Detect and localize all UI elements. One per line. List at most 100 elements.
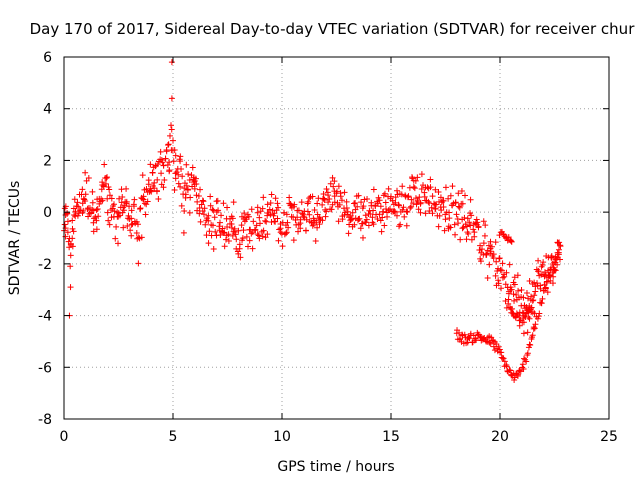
data-point bbox=[554, 239, 561, 246]
data-point bbox=[266, 206, 273, 213]
data-point bbox=[238, 222, 245, 229]
data-point bbox=[369, 219, 376, 226]
data-point bbox=[256, 235, 263, 242]
data-point bbox=[163, 147, 170, 154]
data-point bbox=[367, 211, 374, 218]
data-point bbox=[503, 304, 510, 311]
data-point bbox=[243, 233, 250, 240]
data-point bbox=[76, 207, 83, 214]
data-point bbox=[499, 274, 506, 281]
data-point bbox=[452, 231, 459, 238]
data-point bbox=[370, 186, 377, 193]
data-point bbox=[268, 219, 275, 226]
data-point bbox=[327, 206, 334, 213]
data-point bbox=[445, 195, 452, 202]
data-point bbox=[360, 203, 367, 210]
data-point bbox=[433, 201, 440, 208]
data-point bbox=[120, 224, 127, 231]
data-point bbox=[134, 221, 141, 228]
data-layer bbox=[61, 59, 564, 384]
data-point bbox=[115, 240, 122, 247]
data-point bbox=[425, 198, 432, 205]
data-point bbox=[331, 193, 338, 200]
data-point bbox=[417, 209, 424, 216]
data-point bbox=[515, 287, 522, 294]
data-point bbox=[179, 173, 186, 180]
data-point bbox=[518, 293, 525, 300]
data-point bbox=[446, 209, 453, 216]
data-point bbox=[139, 172, 146, 179]
data-point bbox=[228, 224, 235, 231]
data-point bbox=[167, 132, 174, 139]
data-point bbox=[93, 226, 100, 233]
data-point bbox=[309, 193, 316, 200]
data-point bbox=[543, 279, 550, 286]
x-tick-label: 5 bbox=[169, 429, 178, 445]
data-point bbox=[177, 183, 184, 190]
data-point bbox=[447, 192, 454, 199]
data-point bbox=[224, 224, 231, 231]
data-point bbox=[405, 193, 412, 200]
x-tick-label: 15 bbox=[382, 429, 400, 445]
data-point bbox=[343, 205, 350, 212]
data-point bbox=[331, 199, 338, 206]
data-point bbox=[393, 187, 400, 194]
data-point bbox=[452, 199, 459, 206]
data-point bbox=[202, 221, 209, 228]
data-point bbox=[219, 225, 226, 232]
data-point bbox=[274, 200, 281, 207]
data-point bbox=[508, 237, 515, 244]
data-point bbox=[254, 231, 261, 238]
data-point bbox=[528, 305, 535, 312]
data-point bbox=[171, 187, 178, 194]
data-point bbox=[529, 297, 536, 304]
data-point bbox=[337, 193, 344, 200]
data-point bbox=[539, 261, 546, 268]
data-point bbox=[175, 171, 182, 178]
data-point bbox=[426, 208, 433, 215]
data-point bbox=[463, 223, 470, 230]
data-point bbox=[274, 215, 281, 222]
data-point bbox=[323, 208, 330, 215]
data-point bbox=[263, 218, 270, 225]
data-point bbox=[403, 208, 410, 215]
data-point bbox=[535, 313, 542, 320]
data-point bbox=[169, 137, 176, 144]
data-point bbox=[71, 212, 78, 219]
data-point bbox=[165, 141, 172, 148]
data-point bbox=[102, 180, 109, 187]
data-point bbox=[89, 188, 96, 195]
data-point bbox=[210, 246, 217, 253]
data-point bbox=[497, 266, 504, 273]
data-point bbox=[442, 184, 449, 191]
data-point bbox=[397, 221, 404, 228]
data-point bbox=[549, 280, 556, 287]
data-point bbox=[211, 214, 218, 221]
data-point bbox=[511, 274, 518, 281]
data-point bbox=[237, 254, 244, 261]
data-point bbox=[414, 174, 421, 181]
data-point bbox=[511, 377, 518, 384]
data-point bbox=[168, 122, 174, 129]
data-point bbox=[207, 193, 214, 200]
data-point bbox=[537, 285, 544, 292]
data-point bbox=[136, 206, 143, 213]
data-point bbox=[496, 255, 503, 262]
data-point bbox=[528, 293, 535, 300]
data-point bbox=[209, 222, 216, 229]
data-point bbox=[283, 229, 290, 236]
data-point bbox=[543, 253, 550, 260]
data-point bbox=[79, 186, 86, 193]
data-point bbox=[467, 222, 474, 229]
data-point bbox=[81, 196, 88, 203]
data-point bbox=[216, 219, 223, 226]
data-point bbox=[92, 214, 99, 221]
data-point bbox=[196, 204, 203, 211]
data-point bbox=[407, 205, 414, 212]
data-point bbox=[314, 224, 321, 231]
data-point bbox=[301, 208, 308, 215]
data-point bbox=[335, 218, 342, 225]
data-point bbox=[61, 221, 68, 228]
data-point bbox=[467, 196, 474, 203]
data-point bbox=[302, 227, 309, 234]
